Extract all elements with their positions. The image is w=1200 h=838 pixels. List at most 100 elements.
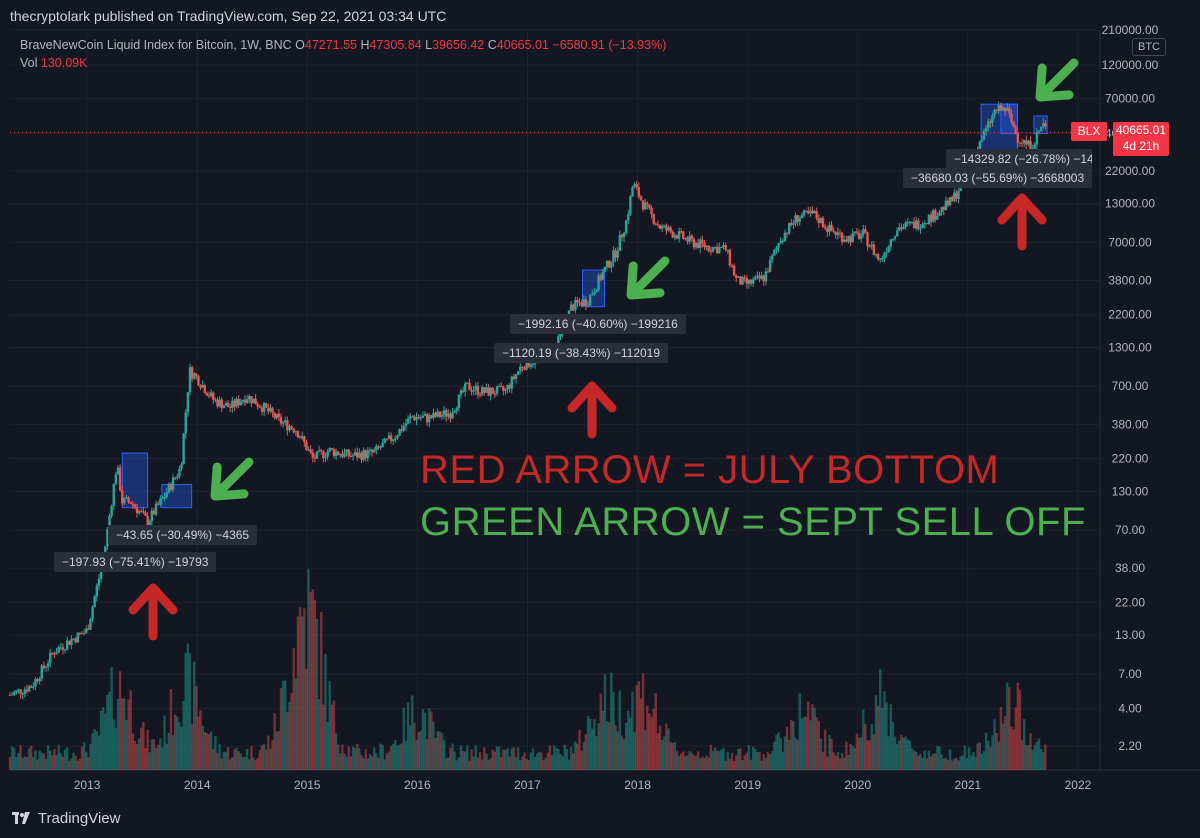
candle-body	[521, 366, 524, 368]
candle-body	[114, 474, 118, 485]
volume-bar	[684, 756, 687, 770]
candle-body	[36, 679, 39, 682]
candle-body	[764, 271, 768, 282]
volume-bar	[148, 752, 151, 770]
candle-body	[220, 399, 223, 409]
candle-body	[404, 423, 408, 426]
volume-bar	[885, 702, 888, 770]
candle-body	[472, 390, 475, 392]
candle-body	[902, 226, 905, 230]
volume-bar	[224, 751, 228, 770]
volume-bar	[330, 704, 334, 770]
volume-bar	[296, 616, 300, 770]
volume-bar	[781, 751, 785, 770]
candle-body	[588, 294, 592, 306]
volume-bar	[307, 568, 310, 770]
volume-bar	[775, 734, 778, 770]
volume-bar	[27, 748, 31, 770]
volume-bar	[616, 731, 619, 770]
candle-body	[455, 408, 458, 411]
volume-bar	[707, 757, 710, 770]
volume-bar	[682, 751, 685, 770]
candle-body	[343, 452, 346, 457]
legend-symbol: BraveNewCoin Liquid Index for Bitcoin, 1…	[20, 38, 292, 52]
volume-bar	[324, 654, 327, 770]
volume-bar	[171, 734, 175, 770]
tradingview-brand[interactable]: TradingView	[12, 810, 120, 827]
volume-bar	[1018, 690, 1022, 770]
candle-body	[250, 396, 253, 404]
candle-body	[874, 254, 878, 256]
volume-bar	[548, 745, 552, 770]
currency-badge[interactable]: BTC	[1132, 38, 1166, 56]
volume-bar	[519, 759, 522, 770]
chart-canvas[interactable]: 210000.00120000.0070000.0040000.0022000.…	[0, 0, 1200, 800]
candle-body	[652, 213, 655, 224]
volume-bar	[898, 740, 901, 770]
candle-body	[1001, 107, 1005, 111]
volume-bar	[89, 743, 92, 770]
volume-bar	[663, 736, 666, 770]
volume-bar	[542, 760, 545, 770]
volume-bar	[572, 753, 575, 770]
volume-bar	[533, 756, 537, 770]
volume-bar	[258, 750, 262, 770]
volume-bar	[879, 668, 882, 770]
candle-body	[296, 431, 300, 438]
legend-o-label: O	[295, 38, 305, 52]
volume-bar	[480, 759, 484, 770]
volume-bar	[235, 747, 238, 770]
candle-body	[756, 275, 759, 277]
volume-bar	[334, 733, 338, 770]
candle-body	[684, 237, 687, 239]
candle-body	[8, 694, 12, 696]
volume-bar	[127, 699, 130, 770]
candle-body	[182, 433, 185, 465]
volume-bar	[343, 753, 346, 770]
volume-bar	[157, 744, 160, 770]
candle-body	[944, 200, 948, 210]
red-up-arrow-icon	[128, 583, 178, 641]
candle-body	[807, 211, 810, 214]
candle-body	[97, 578, 101, 586]
candle-body	[832, 230, 835, 232]
volume-bar	[118, 671, 122, 770]
candle-body	[152, 510, 156, 515]
green-down-left-arrow-icon	[1035, 58, 1079, 102]
volume-bar	[785, 726, 789, 770]
volume-bar	[387, 751, 391, 770]
candle-body	[121, 490, 124, 504]
candle-body	[715, 246, 719, 254]
candle-body	[417, 416, 420, 419]
volume-bar	[591, 728, 594, 770]
volume-bar	[912, 750, 916, 770]
volume-bar	[241, 757, 245, 770]
candle-body	[305, 442, 308, 451]
candle-body	[464, 383, 467, 392]
volume-bar	[531, 748, 535, 770]
candle-body	[63, 649, 67, 651]
candle-body	[330, 448, 334, 450]
legend-c-label: C	[487, 38, 497, 52]
volume-bar	[476, 757, 480, 770]
candle-body	[872, 244, 876, 255]
volume-bar	[32, 757, 35, 770]
volume-bar	[669, 741, 672, 770]
candle-body	[320, 450, 323, 452]
volume-bar	[584, 734, 588, 770]
candle-body	[394, 438, 397, 440]
volume-bar	[705, 755, 708, 770]
brand-name: TradingView	[37, 810, 121, 827]
candle-body	[739, 276, 742, 285]
candle-body	[235, 398, 238, 407]
volume-bar	[847, 755, 850, 770]
candle-body	[322, 451, 325, 459]
candle-body	[758, 275, 761, 279]
candle-body	[821, 218, 825, 228]
y-tick-label: 120000.00	[1102, 58, 1159, 72]
volume-bar	[421, 708, 425, 770]
candle-body	[1008, 107, 1011, 114]
volume-bar	[959, 756, 962, 770]
legend-low: 39656.42	[432, 38, 485, 52]
volume-bar	[608, 722, 611, 770]
